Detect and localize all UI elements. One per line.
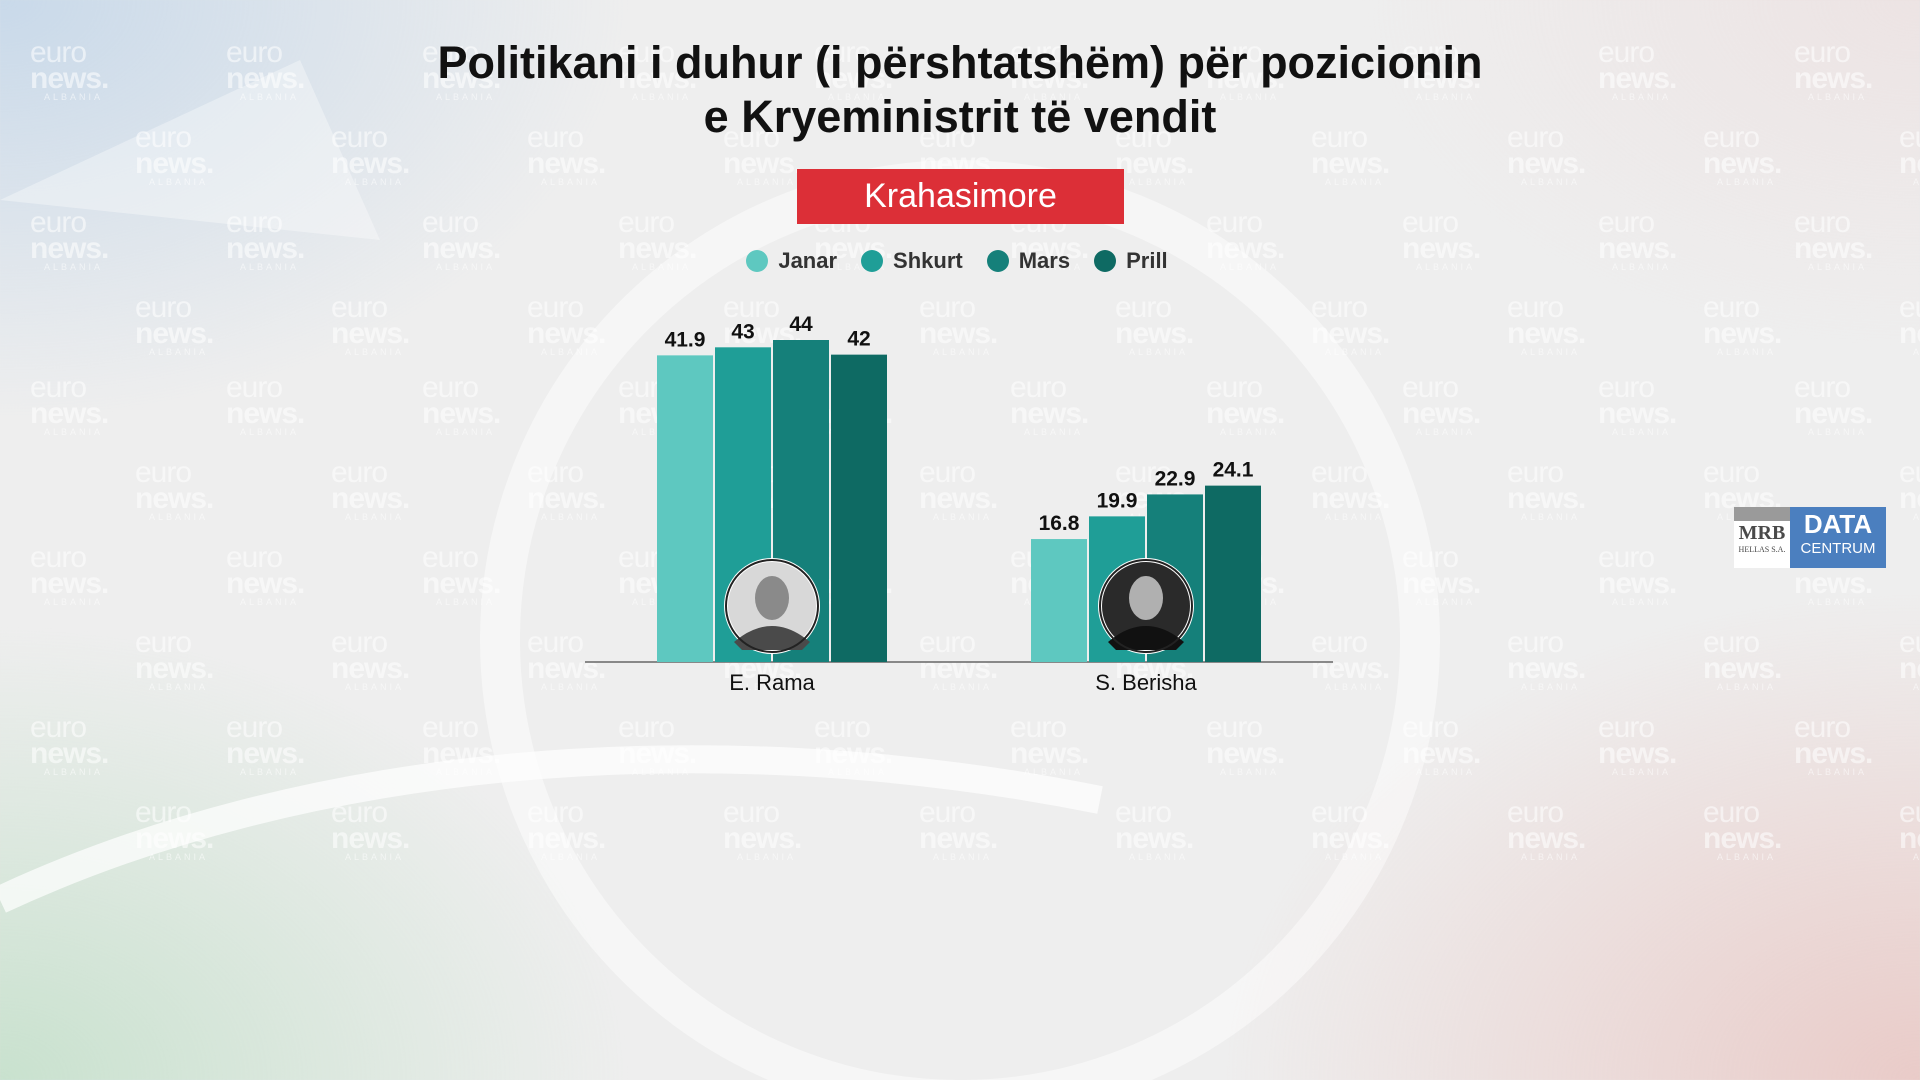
- bar-prill-berisha: [1205, 485, 1261, 662]
- chart-title: Politikani i duhur (i përshtatshëm) për …: [310, 36, 1610, 144]
- legend-dot-mars: [986, 250, 1009, 272]
- bar-janar-berisha: [1031, 539, 1087, 662]
- mrb-logo: MRB HELLAS S.A.: [1734, 507, 1790, 568]
- legend-label-mars: Mars: [1018, 248, 1071, 273]
- datacentrum-logo-subtext: CENTRUM: [1800, 540, 1876, 557]
- legend-dot-prill: [1094, 250, 1117, 272]
- legend-item-janar: Janar: [746, 248, 837, 274]
- mrb-logo-subtext: HELLAS S.A.: [1738, 545, 1786, 554]
- comparison-badge: Krahasimore: [797, 169, 1124, 224]
- title-line-1: Politikani i duhur (i përshtatshëm) për …: [437, 37, 1483, 88]
- legend-item-shkurt: Shkurt: [861, 248, 963, 274]
- data-label: 43: [731, 320, 754, 343]
- legend-label-janar: Janar: [778, 248, 838, 273]
- legend-dot-janar: [746, 250, 769, 272]
- data-label: 42: [847, 328, 870, 351]
- datacentrum-logo: DATA CENTRUM: [1790, 507, 1886, 568]
- datacentrum-logo-text: DATA: [1803, 509, 1873, 539]
- category-label: E. Rama: [729, 670, 815, 695]
- chart-legend: Janar Shkurt Mars Prill: [0, 248, 1917, 274]
- data-label: 24.1: [1213, 459, 1254, 482]
- data-label: 16.8: [1039, 512, 1080, 535]
- portrait-photo: [724, 558, 820, 654]
- category-label: S. Berisha: [1095, 670, 1197, 695]
- data-label: 44: [789, 313, 813, 336]
- portrait-photo: [1098, 558, 1194, 654]
- data-label: 41.9: [665, 328, 706, 351]
- legend-item-mars: Mars: [986, 248, 1071, 274]
- bar-janar-rama: [657, 355, 713, 662]
- data-label: 22.9: [1155, 467, 1196, 490]
- legend-item-prill: Prill: [1094, 248, 1168, 274]
- data-label: 19.9: [1097, 489, 1138, 512]
- legend-label-prill: Prill: [1126, 248, 1168, 273]
- bar-prill-rama: [831, 354, 887, 662]
- legend-label-shkurt: Shkurt: [893, 248, 963, 273]
- title-line-2: e Kryeministrit të vendit: [703, 91, 1217, 142]
- mrb-logo-text: MRB: [1738, 522, 1786, 544]
- legend-dot-shkurt: [861, 250, 884, 272]
- mrb-datacentrum-logo: MRB HELLAS S.A. DATA CENTRUM: [1734, 507, 1886, 568]
